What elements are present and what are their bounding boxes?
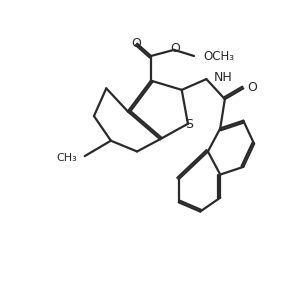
Text: OCH₃: OCH₃ xyxy=(203,49,234,63)
Text: CH₃: CH₃ xyxy=(56,153,77,163)
Text: O: O xyxy=(131,37,141,50)
Text: O: O xyxy=(170,42,180,55)
Text: O: O xyxy=(247,81,257,94)
Text: NH: NH xyxy=(214,71,233,84)
Text: S: S xyxy=(185,118,193,131)
